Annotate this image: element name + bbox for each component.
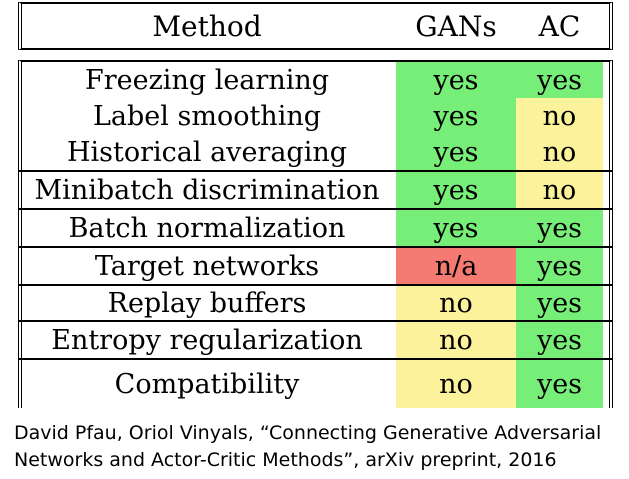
- ac-cell: yes: [516, 286, 603, 320]
- table-header-frame: [18, 2, 613, 50]
- gans-cell: no: [396, 360, 516, 408]
- ac-cell: yes: [516, 360, 603, 408]
- ac-cell: yes: [516, 248, 603, 284]
- citation-line-2: Networks and Actor-Critic Methods”, arXi…: [14, 449, 557, 471]
- method-cell: Replay buffers: [107, 287, 307, 319]
- gans-cell: yes: [396, 134, 516, 170]
- table-row: Minibatch discrimination yes no: [18, 170, 613, 208]
- gans-cell: yes: [396, 98, 516, 134]
- gans-cell: n/a: [396, 248, 516, 284]
- ac-cell: yes: [516, 322, 603, 358]
- citation-line-1: David Pfau, Oriol Vinyals, “Connecting G…: [14, 422, 602, 444]
- method-cell: Compatibility: [114, 368, 300, 400]
- gans-cell: no: [396, 322, 516, 358]
- table-row: Freezing learning yes yes: [18, 62, 613, 98]
- citation: David Pfau, Oriol Vinyals, “Connecting G…: [14, 420, 624, 474]
- gans-cell: no: [396, 286, 516, 320]
- table-body-frame: [18, 60, 613, 408]
- header-gans: GANs: [415, 9, 497, 43]
- method-cell: Historical averaging: [66, 136, 348, 168]
- table-header-row: Method GANs AC: [18, 2, 613, 50]
- table-row: Compatibility no yes: [18, 358, 613, 408]
- method-cell: Minibatch discrimination: [34, 174, 380, 206]
- method-cell: Entropy regularization: [51, 324, 363, 356]
- ac-cell: yes: [516, 210, 603, 246]
- table-row: Historical averaging yes no: [18, 134, 613, 170]
- header-ac: AC: [538, 9, 581, 43]
- ac-cell: no: [516, 134, 603, 170]
- table-row: Label smoothing yes no: [18, 98, 613, 134]
- header-method: Method: [152, 9, 262, 43]
- table-row: Batch normalization yes yes: [18, 208, 613, 246]
- table-row: Target networks n/a yes: [18, 246, 613, 284]
- gans-cell: yes: [396, 62, 516, 98]
- ac-cell: no: [516, 98, 603, 134]
- ac-cell: no: [516, 172, 603, 208]
- ac-cell: yes: [516, 62, 603, 98]
- gans-cell: yes: [396, 172, 516, 208]
- method-cell: Target networks: [94, 250, 320, 282]
- table-row: Entropy regularization no yes: [18, 320, 613, 358]
- method-cell: Freezing learning: [84, 64, 330, 96]
- method-cell: Label smoothing: [92, 100, 322, 132]
- table-row: Replay buffers no yes: [18, 284, 613, 320]
- method-cell: Batch normalization: [68, 212, 346, 244]
- gans-cell: yes: [396, 210, 516, 246]
